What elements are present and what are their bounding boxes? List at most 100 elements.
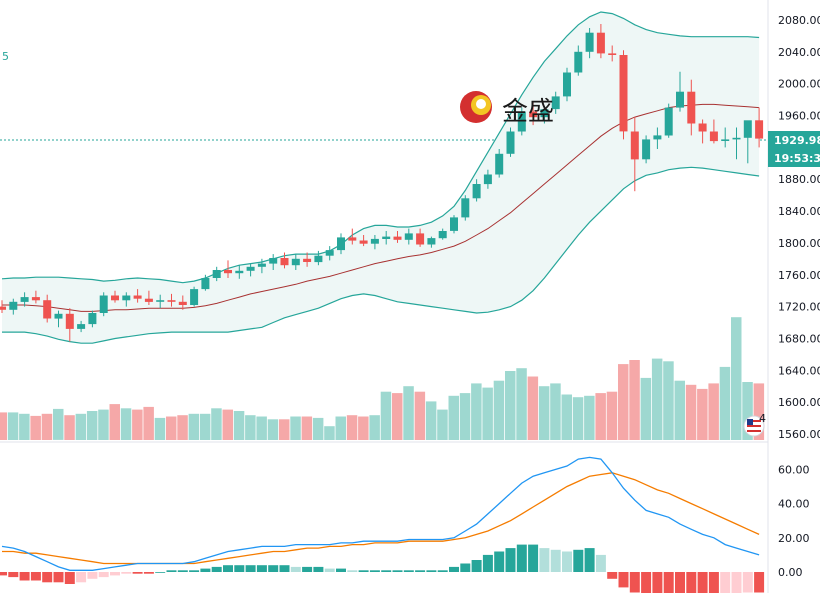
macd-histogram-bar [708,572,719,593]
macd-histogram-bar [381,570,392,572]
macd-histogram-bar [234,565,245,572]
macd-histogram-bar [279,565,290,572]
candle [495,149,504,178]
candle [280,252,289,269]
macd-histogram-bar [663,572,674,593]
candle-body [9,301,18,310]
volume-bar [448,395,459,440]
candle [235,265,244,279]
macd-pane [0,456,765,593]
price-tick-label: 1760.00 [778,269,820,282]
candle [190,286,199,307]
volume-bar [425,401,437,440]
macd-histogram-bar [30,572,41,581]
volume-bar [516,368,527,440]
macd-histogram-bar [369,570,380,572]
volume-bar [493,380,505,440]
watermark-text: 金盛 [502,97,554,127]
macd-histogram-bar [290,566,301,572]
candle [517,107,526,136]
candle [755,107,764,148]
watermark: 金盛 [460,91,554,127]
candle-body [483,174,492,185]
candle [77,320,86,333]
volume-bar [199,413,211,440]
volume-bar [30,415,41,440]
us-flag-badge[interactable]: 4 [743,412,766,437]
candle-body [664,107,673,136]
macd-histogram-bar [42,572,53,583]
candle [133,289,142,303]
volume-bar [166,416,177,440]
macd-histogram-bar [313,566,324,572]
volume-bar [618,364,629,440]
price-axis-ticks: 2080.002040.002000.001960.001920.001880.… [778,14,820,441]
macd-histogram-bar [720,572,731,593]
candle-body [732,137,741,140]
macd-histogram-bar [595,554,606,572]
macd-histogram-bar [324,568,335,572]
volume-bar [41,413,53,440]
volume-bar [358,416,369,440]
candle-body [65,313,74,329]
volume-bar [53,408,64,440]
macd-histogram-bar [471,560,482,572]
volume-bar [572,397,584,440]
candle-body [551,96,560,110]
candle-body [348,237,357,241]
candle-body [235,270,244,274]
macd-tick-label: 40.00 [778,498,810,511]
volume-bar [256,416,267,440]
macd-histogram-bar [754,572,765,593]
volume-bar [233,411,245,440]
volume-bar [561,394,572,440]
candle-body [540,109,549,118]
candle [156,294,165,309]
candle [337,233,345,255]
candle [732,127,741,160]
candle [20,292,29,307]
candle [596,24,605,59]
volume-bar [663,361,674,440]
candle-body [709,131,718,142]
volume-bar [629,360,640,440]
volume-bar [640,377,652,440]
volume-bar [19,413,30,440]
candle [257,258,266,274]
volume-bar [697,388,708,440]
candle [31,290,40,304]
candle [201,274,210,291]
macd-tick-label: 20.00 [778,532,810,545]
macd-histogram-bar [550,549,561,572]
candle-body [144,298,153,302]
macd-histogram-bar [686,572,697,593]
candle-body [280,258,289,266]
volume-bar [595,393,606,440]
volume-bar [143,406,154,440]
candle [212,266,221,282]
candle [743,120,752,164]
candle-body [224,270,232,274]
candle [438,228,447,240]
candle [404,228,413,245]
macd-histogram-bar [403,570,414,572]
candle-body [77,324,86,329]
volume-bar [132,409,143,440]
candle-body [31,297,40,301]
price-tick-label: 1840.00 [778,205,820,218]
price-tick-label: 2000.00 [778,78,820,91]
macd-histogram-bar [516,544,527,572]
candle-body [167,300,176,302]
candle-body [461,198,470,218]
macd-histogram-bar [155,572,166,573]
volume-bar [459,393,471,440]
macd-histogram-bar [121,572,132,574]
volume-bar [222,409,233,440]
candle [54,310,63,328]
candle [122,292,131,307]
macd-tick-label: 60.00 [778,463,810,476]
macd-histogram-bar [98,572,109,578]
macd-histogram-bar [426,570,437,572]
candle [291,254,300,270]
